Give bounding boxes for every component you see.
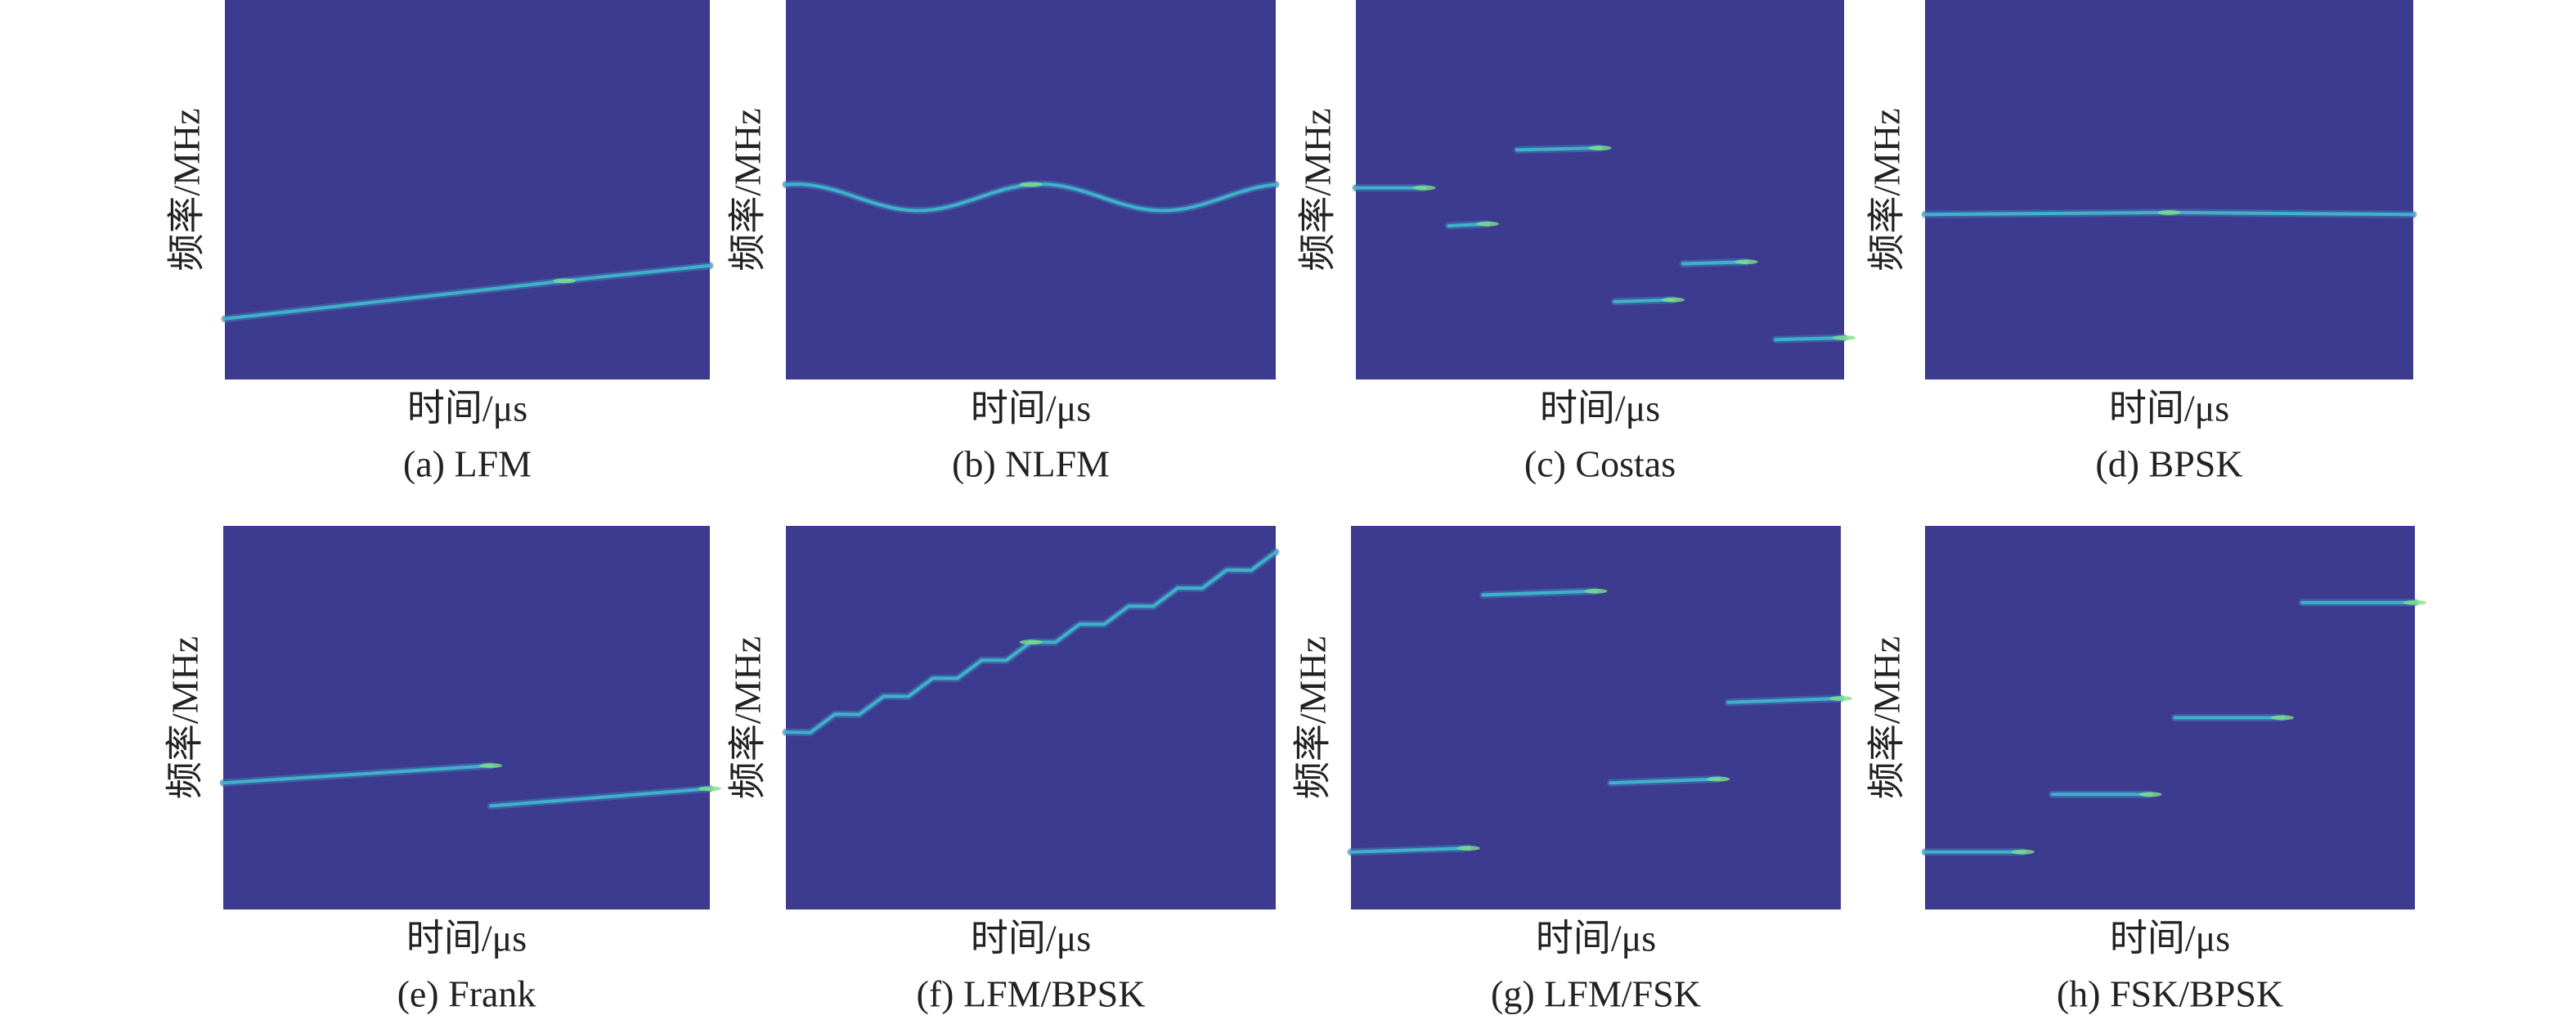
y-axis-label: 频率/MHz [1866,636,1908,799]
y-axis-label: 频率/MHz [727,636,769,799]
y-axis-label: 频率/MHz [164,636,206,799]
spectrogram [1925,526,2415,909]
ridge [1349,847,1470,854]
caption: (b) NLFM [952,443,1110,485]
ridge [1481,589,1598,597]
ridge-peak [1412,185,1436,191]
ridge-peak [1707,776,1730,782]
x-axis-label: 时间/μs [2109,388,2229,429]
panel: 频率/MHz 时间/μs (h) FSK/BPSK [1866,526,2426,1015]
ridge [1774,336,1846,342]
ridge [223,263,711,321]
spectrogram [223,526,710,909]
caption: (f) LFM/BPSK [917,973,1146,1015]
y-axis-label: 频率/MHz [1297,108,1339,271]
ridge-peak [553,278,577,284]
panel: 频率/MHz 时间/μs (d) BPSK [1866,0,2417,485]
caption: (c) Costas [1524,443,1676,485]
x-axis-label: 时间/μs [971,388,1091,429]
panel: 频率/MHz 时间/μs (g) LFM/FSK [1292,526,1852,1015]
ridge [1515,146,1602,152]
ridge-peak [1019,640,1043,645]
ridge-peak [2138,792,2162,797]
panel: 频率/MHz 时间/μs (c) Costas [1297,0,1856,485]
caption: (a) LFM [403,443,532,485]
ridge-peak [1735,259,1758,265]
caption: (e) Frank [397,973,536,1015]
ridge-peak [1833,335,1856,340]
ridge [1726,697,1842,704]
ridge-peak [1584,588,1608,594]
ridge [1609,777,1721,785]
ridge-peak [698,786,721,792]
x-axis-label: 时间/μs [1540,388,1660,429]
y-axis-label: 频率/MHz [1292,636,1334,799]
x-axis-label: 时间/μs [1536,918,1656,959]
x-axis-label: 时间/μs [2110,918,2230,959]
panel: 频率/MHz 时间/μs (e) Frank [164,526,721,1015]
y-axis-label: 频率/MHz [727,108,769,271]
panel: 频率/MHz 时间/μs (f) LFM/BPSK [727,526,1280,1015]
spectrogram [225,0,710,380]
caption: (g) LFM/FSK [1491,973,1701,1015]
spectrogram [1356,0,1844,380]
spectrogram [1925,0,2413,380]
ridge [489,787,711,808]
ridge-peak [479,763,503,769]
ridge-peak [1588,145,1612,150]
panel: 频率/MHz 时间/μs (b) NLFM [727,0,1280,485]
ridge-peak [2403,600,2426,605]
ridge-peak [1019,182,1043,187]
y-axis-label: 频率/MHz [166,108,208,271]
ridge-peak [2011,849,2035,855]
spectrogram [786,0,1276,380]
ridge-peak [1829,696,1852,702]
ridge [222,764,493,785]
x-axis-label: 时间/μs [406,918,527,959]
y-axis-label: 频率/MHz [1866,108,1908,271]
panel: 频率/MHz 时间/μs (a) LFM [166,0,714,485]
x-axis-label: 时间/μs [407,388,527,429]
ridge-peak [2157,209,2181,215]
caption: (h) FSK/BPSK [2057,973,2283,1015]
x-axis-label: 时间/μs [971,918,1091,959]
ridge-peak [2271,715,2295,721]
ridge-peak [1476,221,1500,227]
ridge-peak [1456,845,1480,851]
caption: (d) BPSK [2095,443,2242,485]
ridge-peak [1662,297,1685,303]
